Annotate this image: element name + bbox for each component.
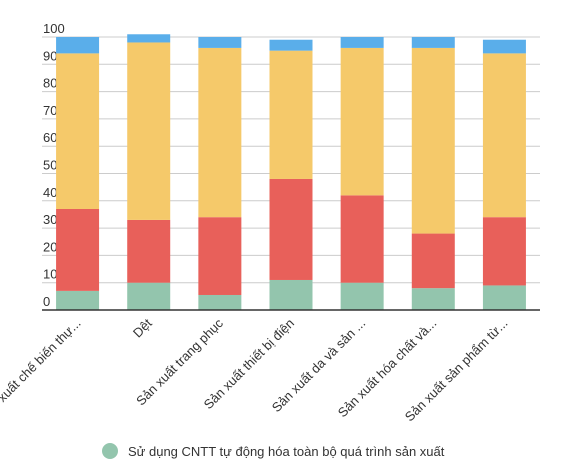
bar-segment bbox=[198, 217, 242, 295]
bar-segment bbox=[56, 37, 100, 54]
y-tick-label: 100 bbox=[43, 21, 65, 36]
bar-segment bbox=[340, 282, 384, 310]
bar-segment bbox=[127, 219, 171, 283]
bar-segment bbox=[127, 282, 171, 310]
bar-segment bbox=[482, 39, 526, 54]
bar-segment bbox=[269, 178, 313, 280]
y-tick-label: 70 bbox=[43, 103, 57, 118]
bar-segment bbox=[198, 294, 242, 310]
legend-label: Sử dụng CNTT tự động hóa toàn bộ quá trì… bbox=[128, 443, 445, 459]
y-tick-label: 80 bbox=[43, 76, 57, 91]
bar-segment bbox=[198, 37, 242, 48]
bar-segment bbox=[56, 208, 100, 291]
bar-segment bbox=[269, 50, 313, 179]
y-tick-label: 50 bbox=[43, 158, 57, 173]
bar-segment bbox=[56, 53, 100, 209]
bar-segment bbox=[269, 279, 313, 310]
x-category-label: Sản xuất chế biến thự... bbox=[0, 316, 84, 424]
bar-segment bbox=[411, 233, 455, 289]
bar-segment bbox=[127, 34, 171, 43]
bar-segment bbox=[411, 47, 455, 234]
y-tick-label: 0 bbox=[43, 294, 50, 309]
bar-segment bbox=[340, 195, 384, 283]
bar-segment bbox=[411, 37, 455, 48]
y-tick-label: 20 bbox=[43, 239, 57, 254]
bar-segment bbox=[340, 37, 384, 48]
bar-segment bbox=[198, 47, 242, 218]
bar-segment bbox=[482, 217, 526, 286]
legend-swatch bbox=[102, 443, 118, 459]
bar-segment bbox=[340, 47, 384, 196]
y-tick-label: 30 bbox=[43, 212, 57, 227]
bar-segment bbox=[411, 288, 455, 310]
bar-segment bbox=[269, 39, 313, 51]
bar-segment bbox=[482, 53, 526, 218]
legend: Sử dụng CNTT tự động hóa toàn bộ quá trì… bbox=[102, 443, 444, 459]
y-tick-label: 60 bbox=[43, 130, 57, 145]
y-tick-label: 10 bbox=[43, 267, 57, 282]
bar-segment bbox=[482, 285, 526, 310]
y-tick-label: 90 bbox=[43, 48, 57, 63]
y-tick-label: 40 bbox=[43, 185, 57, 200]
x-category-label: Dệt bbox=[130, 315, 155, 340]
bar-segment bbox=[127, 42, 171, 220]
bar-segment bbox=[56, 290, 100, 310]
